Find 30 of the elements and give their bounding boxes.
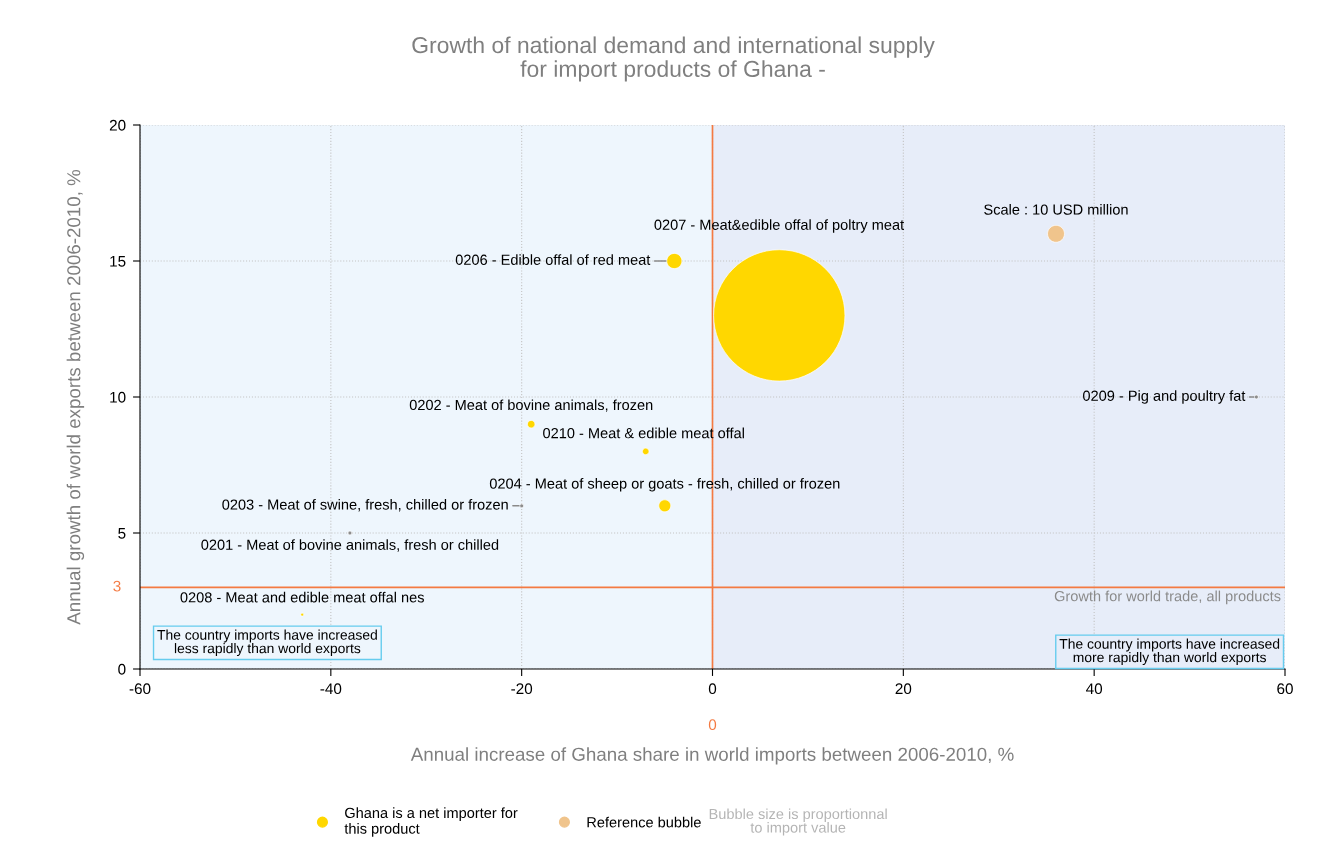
y-axis-title: Annual growth of world exports between 2006-2010, % <box>66 169 85 625</box>
x-axis-title: Annual increase of Ghana share in world imports between 2006-2010, % <box>410 747 1014 765</box>
band-label: The country imports have increased more rapidly than world exports <box>1059 638 1280 665</box>
text: Bubble size is proportionnal to import value <box>709 808 887 836</box>
x-tick-label: 20 <box>895 683 912 695</box>
y-tick-label: 15 <box>110 256 126 267</box>
chart-title: Growth of national demand and international supply for import products of Ghana - <box>412 36 935 82</box>
annotation: 0201 - Meat of bovine animals, fresh or chilled <box>201 539 499 552</box>
band-label: The country imports have increased less rapidly than world exports <box>157 629 377 656</box>
x-tick-label: -40 <box>320 683 342 695</box>
annotation: 0203 - Meat of swine, fresh, chilled or frozen <box>222 499 508 512</box>
annotation: 0209 - Pig and poultry fat <box>1083 390 1246 404</box>
ref-line-label: 3 <box>113 580 121 592</box>
y-tick-label: 0 <box>118 663 126 675</box>
annotation: Growth for world trade, all products <box>1054 590 1281 605</box>
annotation: 0206 - Edible offal of red meat <box>455 254 651 265</box>
x-tick-label: 0 <box>708 683 717 695</box>
legend-label: Scale : 10 USD million <box>984 204 1128 215</box>
ref-line-label: 0 <box>708 719 717 731</box>
legend-label: Reference bubble <box>587 816 701 828</box>
x-tick-label: 40 <box>1086 683 1103 695</box>
x-tick-label: 60 <box>1277 683 1293 695</box>
x-tick-label: -20 <box>511 683 533 695</box>
annotation: 0208 - Meat and edible meat offal nes <box>180 591 424 603</box>
x-tick-label: -60 <box>129 683 151 695</box>
y-tick-label: 5 <box>118 528 126 539</box>
y-tick-label: 20 <box>109 119 126 131</box>
legend-label: Ghana is a net importer for this product <box>344 807 518 837</box>
y-tick-label: 10 <box>110 391 126 403</box>
annotation: 0202 - Meat of bovine animals, frozen <box>409 399 653 412</box>
